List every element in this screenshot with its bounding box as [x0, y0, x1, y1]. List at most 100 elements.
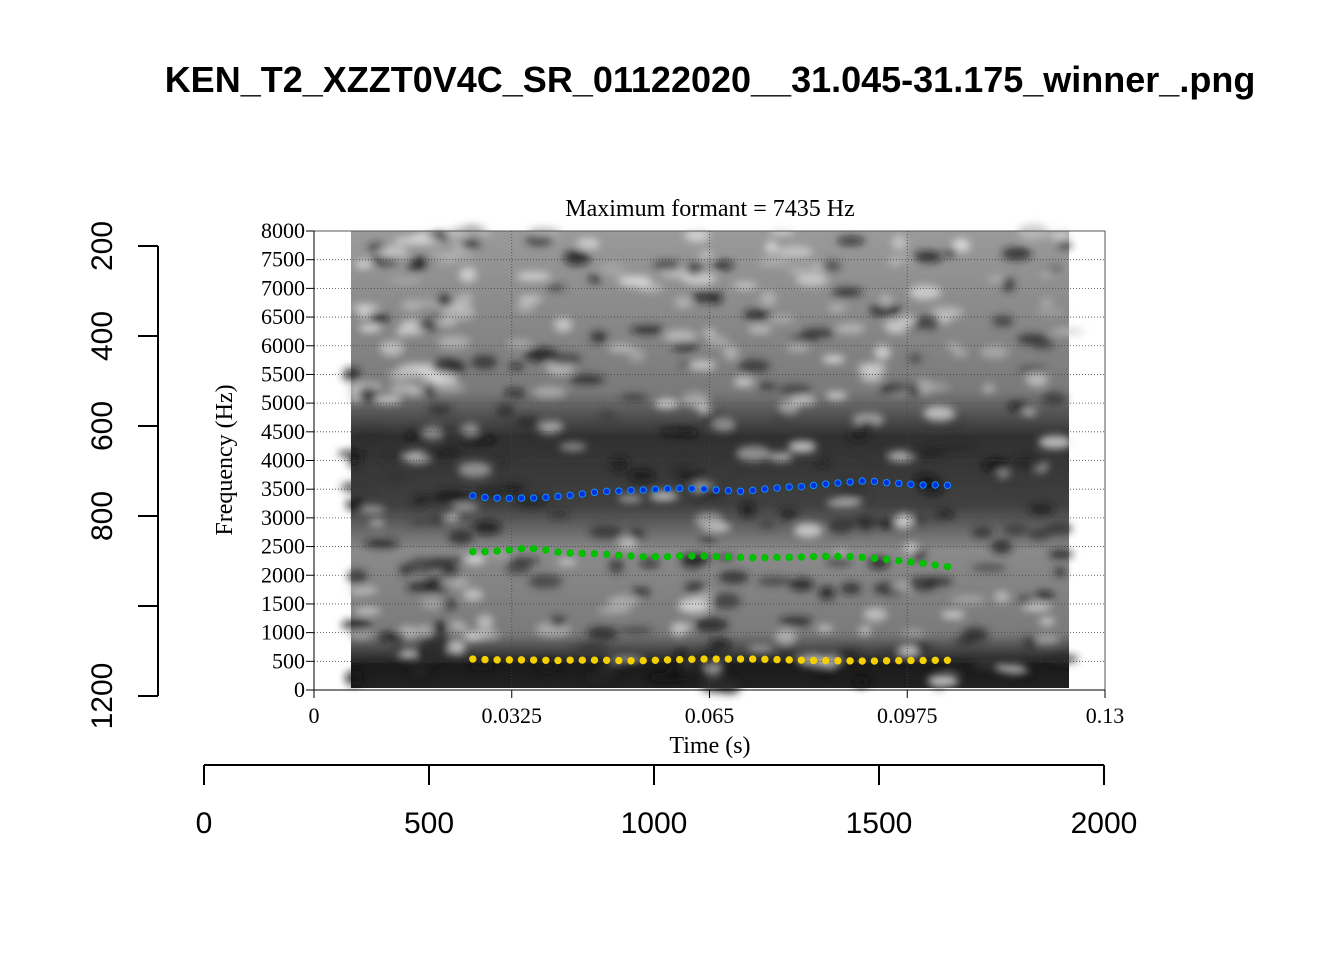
formant-point [602, 656, 611, 664]
spectrogram-blob [787, 265, 811, 276]
formant-point [505, 656, 514, 664]
formant-point [895, 556, 903, 565]
spectrogram-blob [857, 362, 887, 374]
spectrogram-blob [434, 319, 457, 326]
spectrogram-blob [815, 459, 830, 467]
formant-point [895, 656, 903, 665]
spectrogram-blob [374, 395, 403, 404]
spectrogram-blob [468, 661, 495, 668]
spectrogram-blob [800, 328, 836, 338]
formant-point [481, 655, 489, 664]
spectrogram-blob [340, 481, 374, 493]
spectrogram-blob [1039, 298, 1054, 307]
spectrogram-blob [494, 457, 508, 464]
y-tick-label: 3000 [261, 505, 305, 530]
spectrogram-blob [341, 619, 372, 631]
spectrogram-blob [944, 247, 958, 257]
spectrogram-blob [825, 391, 848, 400]
spectrogram-blob [1048, 549, 1074, 560]
spectrogram-blob [918, 314, 941, 330]
spectrogram-blob [420, 635, 455, 649]
series-F3 [469, 477, 952, 503]
formant-point [870, 477, 879, 486]
spectrogram-blob [981, 458, 1011, 472]
outer-left-tick-label: 800 [86, 491, 119, 541]
x-tick-label: 0.065 [685, 703, 735, 728]
spectrogram-blob [496, 403, 515, 419]
spectrogram-blob [1023, 636, 1038, 652]
spectrogram-blob [991, 315, 1014, 327]
formant-point [505, 494, 514, 503]
spectrogram-blob [597, 606, 631, 615]
formant-point [761, 655, 769, 664]
y-axis-label: Frequency (Hz) [212, 384, 238, 535]
formant-point [529, 656, 538, 664]
spectrogram-blob [342, 367, 361, 383]
spectrogram-blob [674, 296, 693, 309]
formant-point [797, 656, 806, 664]
spectrogram-blob [996, 664, 1027, 673]
spectrogram-blob [847, 431, 869, 441]
y-tick-label: 2500 [261, 534, 305, 559]
formant-point [931, 561, 939, 569]
spectrogram-blob [532, 386, 567, 399]
spectrogram-blob [913, 474, 937, 487]
spectrogram-blob [733, 377, 755, 387]
spectrogram-blob [1051, 328, 1085, 335]
formant-point [870, 554, 879, 563]
formant-point [663, 552, 672, 561]
formant-point [554, 656, 562, 665]
spectrogram-blob [696, 403, 711, 414]
spectrogram-blob [358, 324, 382, 333]
spectrogram-blob [677, 598, 711, 614]
spectrogram-blob [680, 392, 710, 408]
spectrogram-blob [778, 383, 812, 396]
formant-point [749, 553, 757, 562]
spectrogram-blob [788, 335, 818, 343]
spectrogram-blob [410, 518, 429, 526]
formant-point [542, 546, 550, 554]
formant-point [639, 486, 647, 494]
spectrogram-blob [586, 626, 619, 640]
spectrogram-blob [439, 426, 460, 436]
spectrogram-blob [410, 666, 429, 676]
spectrogram-blob [691, 291, 714, 303]
x-axis-label: Time (s) [669, 733, 750, 759]
spectrogram-blob [437, 445, 463, 460]
formant-point [846, 478, 854, 486]
formant-point [712, 552, 720, 561]
spectrogram-blob [553, 317, 573, 332]
spectrogram-blob [757, 382, 777, 391]
y-tick-label: 7000 [261, 275, 305, 300]
formant-point [749, 655, 757, 663]
spectrogram-blob [432, 620, 448, 636]
formant-point [469, 547, 477, 556]
y-tick-label: 1000 [261, 620, 305, 645]
spectrogram-blob [1013, 454, 1046, 471]
spectrogram-blob [817, 625, 834, 632]
spectrogram-blob [1047, 654, 1079, 664]
spectrogram-blob [685, 261, 704, 276]
formant-point [834, 479, 842, 487]
spectrogram-blob [840, 582, 862, 595]
formant-point [663, 656, 672, 664]
formant-point [907, 480, 915, 489]
spectrogram-blob [608, 558, 625, 574]
spectrogram-blob [684, 581, 706, 595]
spectrogram-blob [405, 259, 427, 271]
formant-point [529, 494, 538, 502]
spectrogram-blob [379, 450, 403, 462]
y-tick-label: 6000 [261, 333, 305, 358]
spectrogram-blob [793, 522, 823, 538]
formant-point [895, 479, 903, 488]
spectrogram-blob [663, 330, 698, 343]
spectrogram-blob [434, 489, 469, 503]
formant-point [566, 549, 574, 557]
spectrogram-blob [951, 348, 969, 357]
formant-point [469, 491, 477, 500]
formant-point [736, 553, 745, 562]
spectrogram-blob [1049, 230, 1072, 241]
spectrogram-blob [649, 491, 678, 501]
spectrogram-blob [822, 355, 845, 364]
formant-point [517, 544, 526, 553]
